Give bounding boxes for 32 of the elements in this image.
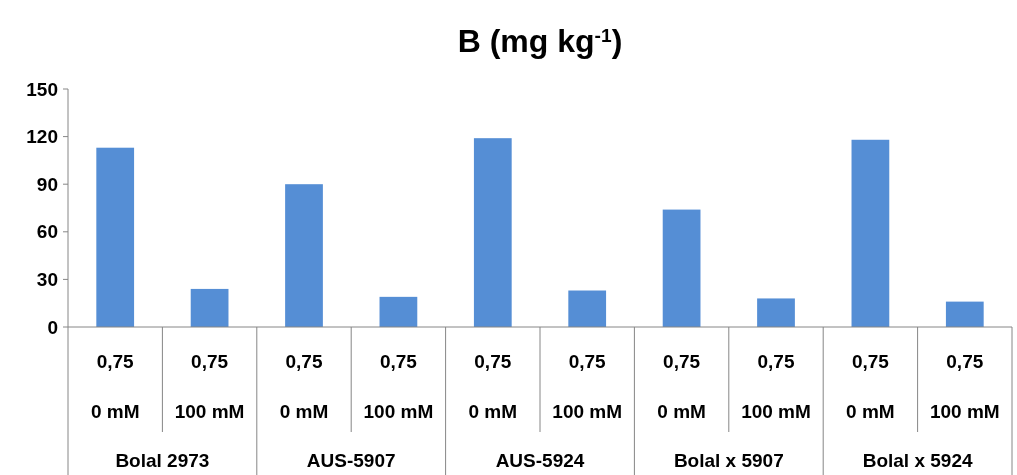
category-label: 0,75 0 mM xyxy=(90,351,140,422)
bar xyxy=(851,139,890,327)
bar xyxy=(379,296,418,327)
category-label: 0,75 100 mM xyxy=(363,351,434,422)
text: AUS-5907 xyxy=(306,450,396,471)
y-tick-label: 0 xyxy=(47,316,58,338)
text: Bolal x 5924 xyxy=(862,450,973,471)
y-tick-label: 30 xyxy=(36,269,58,291)
category-label: 0,75 100 mM xyxy=(741,351,811,422)
text: Bolal 2973 xyxy=(115,450,210,471)
y-tick-label: 90 xyxy=(36,173,58,195)
bar xyxy=(190,288,229,327)
category-label: 0,75 0 mM xyxy=(846,351,895,422)
y-tick-label: 60 xyxy=(36,221,58,243)
y-tick-label: 120 xyxy=(26,126,58,148)
category-label: 0,75 100 mM xyxy=(552,351,623,422)
text: Bolal x 5907 xyxy=(673,450,784,471)
category-label: 0,75 100 mM xyxy=(174,351,245,422)
bar xyxy=(568,290,607,327)
bar xyxy=(662,209,701,327)
bar xyxy=(757,298,795,327)
bar xyxy=(945,301,984,327)
category-label: 0,75 0 mM xyxy=(657,351,706,422)
bar xyxy=(473,138,512,327)
category-label: 0,75 100 mM xyxy=(929,351,1000,422)
y-tick-label: 150 xyxy=(26,78,58,100)
chart-title: B (mg kg$^{-1}$) xyxy=(457,23,623,59)
bar xyxy=(285,184,323,327)
bar xyxy=(96,147,135,327)
category-label: 0,75 0 mM xyxy=(468,351,518,422)
text: AUS-5924 xyxy=(495,450,585,471)
category-label: 0,75 0 mM xyxy=(279,351,329,422)
